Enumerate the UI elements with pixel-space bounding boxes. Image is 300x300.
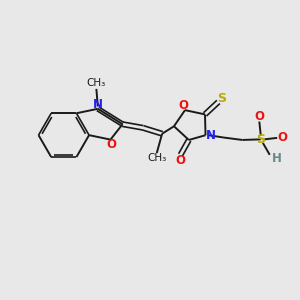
Text: O: O: [178, 99, 188, 112]
Text: N: N: [206, 129, 216, 142]
Text: O: O: [175, 154, 185, 167]
Text: S: S: [256, 133, 265, 146]
Text: O: O: [106, 138, 116, 151]
Text: H: H: [272, 152, 282, 165]
Text: CH₃: CH₃: [147, 153, 167, 163]
Text: S: S: [218, 92, 226, 104]
Text: CH₃: CH₃: [87, 78, 106, 88]
Text: O: O: [278, 131, 287, 144]
Text: N: N: [93, 98, 103, 110]
Text: O: O: [254, 110, 264, 123]
